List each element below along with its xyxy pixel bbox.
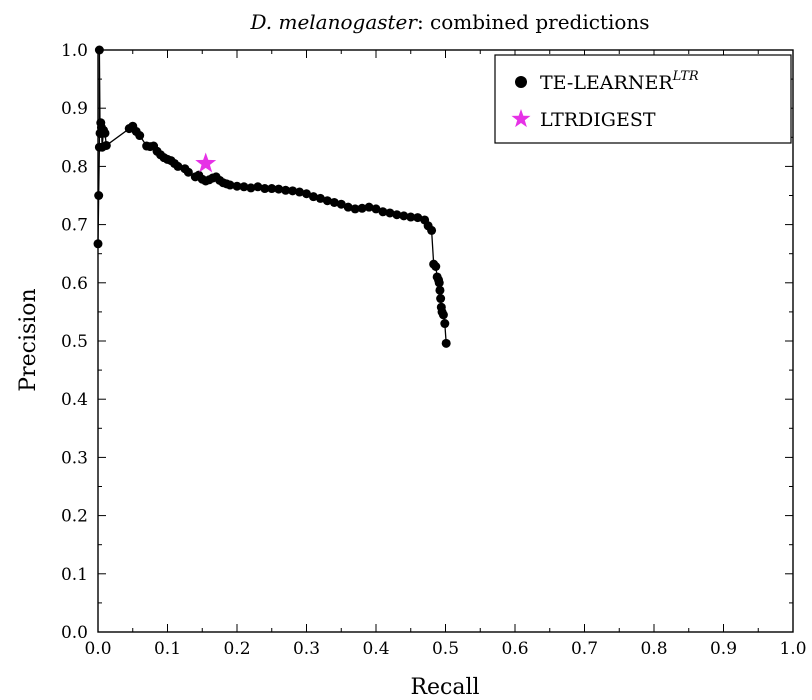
x-axis-title: Recall — [410, 675, 479, 700]
x-tick-label: 0.9 — [710, 639, 737, 659]
star-data-point — [195, 152, 217, 173]
y-tick-label: 0.2 — [61, 507, 88, 527]
data-point — [350, 204, 360, 214]
data-point — [260, 184, 270, 194]
data-point — [434, 278, 444, 288]
legend-marker-circle — [515, 76, 527, 88]
x-tick-label: 0.7 — [571, 639, 598, 659]
legend-marker-star — [511, 109, 531, 128]
data-point — [431, 262, 441, 272]
data-point — [239, 182, 249, 192]
data-point — [267, 184, 277, 194]
y-tick-label: 0.9 — [61, 99, 88, 119]
data-point — [438, 310, 448, 320]
y-tick-label: 0.8 — [61, 157, 88, 177]
series-1 — [195, 152, 217, 173]
chart-title-rest: : combined predictions — [417, 10, 650, 34]
legend: TE-LEARNERLTR LTRDIGEST — [494, 54, 792, 144]
x-tick-label: 0.5 — [432, 639, 459, 659]
data-point — [343, 202, 353, 212]
data-point — [378, 207, 388, 217]
data-point — [288, 186, 298, 196]
data-point — [441, 338, 451, 348]
data-point — [392, 210, 402, 220]
data-point — [399, 211, 409, 221]
chart-title-species: D. melanogaster — [249, 10, 418, 34]
x-tick-label: 0.2 — [223, 639, 250, 659]
data-point — [385, 208, 395, 218]
y-tick-label: 0.4 — [61, 390, 88, 410]
data-point — [94, 191, 104, 200]
data-point — [135, 131, 145, 141]
y-tick-label: 0.1 — [61, 565, 88, 585]
series-line — [97, 49, 447, 344]
data-point — [302, 189, 311, 199]
data-point — [281, 185, 291, 195]
data-point — [329, 197, 339, 207]
data-point — [232, 181, 242, 191]
data-point — [371, 204, 381, 214]
series — [93, 45, 451, 348]
data-point — [94, 45, 104, 55]
x-tick-label: 1.0 — [779, 639, 806, 659]
y-tick-label: 0.3 — [61, 448, 88, 468]
data-point — [253, 182, 263, 192]
x-tick-label: 0.4 — [362, 639, 389, 659]
y-tick-label: 0.0 — [61, 623, 88, 643]
legend-label-ltrdigest: LTRDIGEST — [540, 109, 656, 131]
x-tick-label: 0.0 — [84, 639, 111, 659]
chart-title: D. melanogaster: combined predictions — [249, 10, 649, 34]
y-axis-title: Precision — [16, 288, 41, 391]
data-point — [100, 128, 110, 138]
y-tick-label: 0.7 — [61, 216, 88, 236]
legend-label-superscript: LTR — [672, 69, 699, 84]
x-tick-label: 0.6 — [501, 639, 528, 659]
data-point — [274, 184, 284, 194]
data-point — [413, 213, 423, 223]
series-0 — [93, 45, 451, 348]
y-tick-label: 1.0 — [61, 41, 88, 61]
data-point — [436, 294, 446, 304]
data-point — [357, 203, 367, 213]
data-point — [246, 183, 256, 193]
y-tick-label: 0.6 — [61, 274, 88, 294]
data-point — [427, 225, 437, 235]
x-tick-label: 0.3 — [293, 639, 320, 659]
legend-box — [494, 54, 792, 144]
data-point — [406, 212, 416, 222]
data-point — [295, 187, 305, 197]
data-point — [101, 140, 111, 150]
x-tick-label: 0.8 — [640, 639, 667, 659]
data-point — [93, 239, 103, 249]
x-tick-label: 0.1 — [154, 639, 181, 659]
data-point — [225, 180, 235, 190]
legend-label-te-learner: TE-LEARNERLTR — [540, 69, 699, 94]
data-point — [173, 161, 183, 171]
data-point — [435, 285, 445, 295]
ticks: 0.0 0.1 0.2 0.3 0.4 0.5 0.6 0.7 0.8 0.9 1.0 0.0 0.1 0… — [61, 41, 807, 659]
data-point — [315, 193, 325, 203]
data-point — [183, 167, 193, 177]
y-tick-label: 0.5 — [61, 332, 88, 352]
data-point — [336, 199, 346, 209]
data-point — [308, 192, 318, 202]
data-point — [364, 202, 374, 212]
data-point — [440, 319, 450, 329]
data-point — [322, 196, 332, 206]
